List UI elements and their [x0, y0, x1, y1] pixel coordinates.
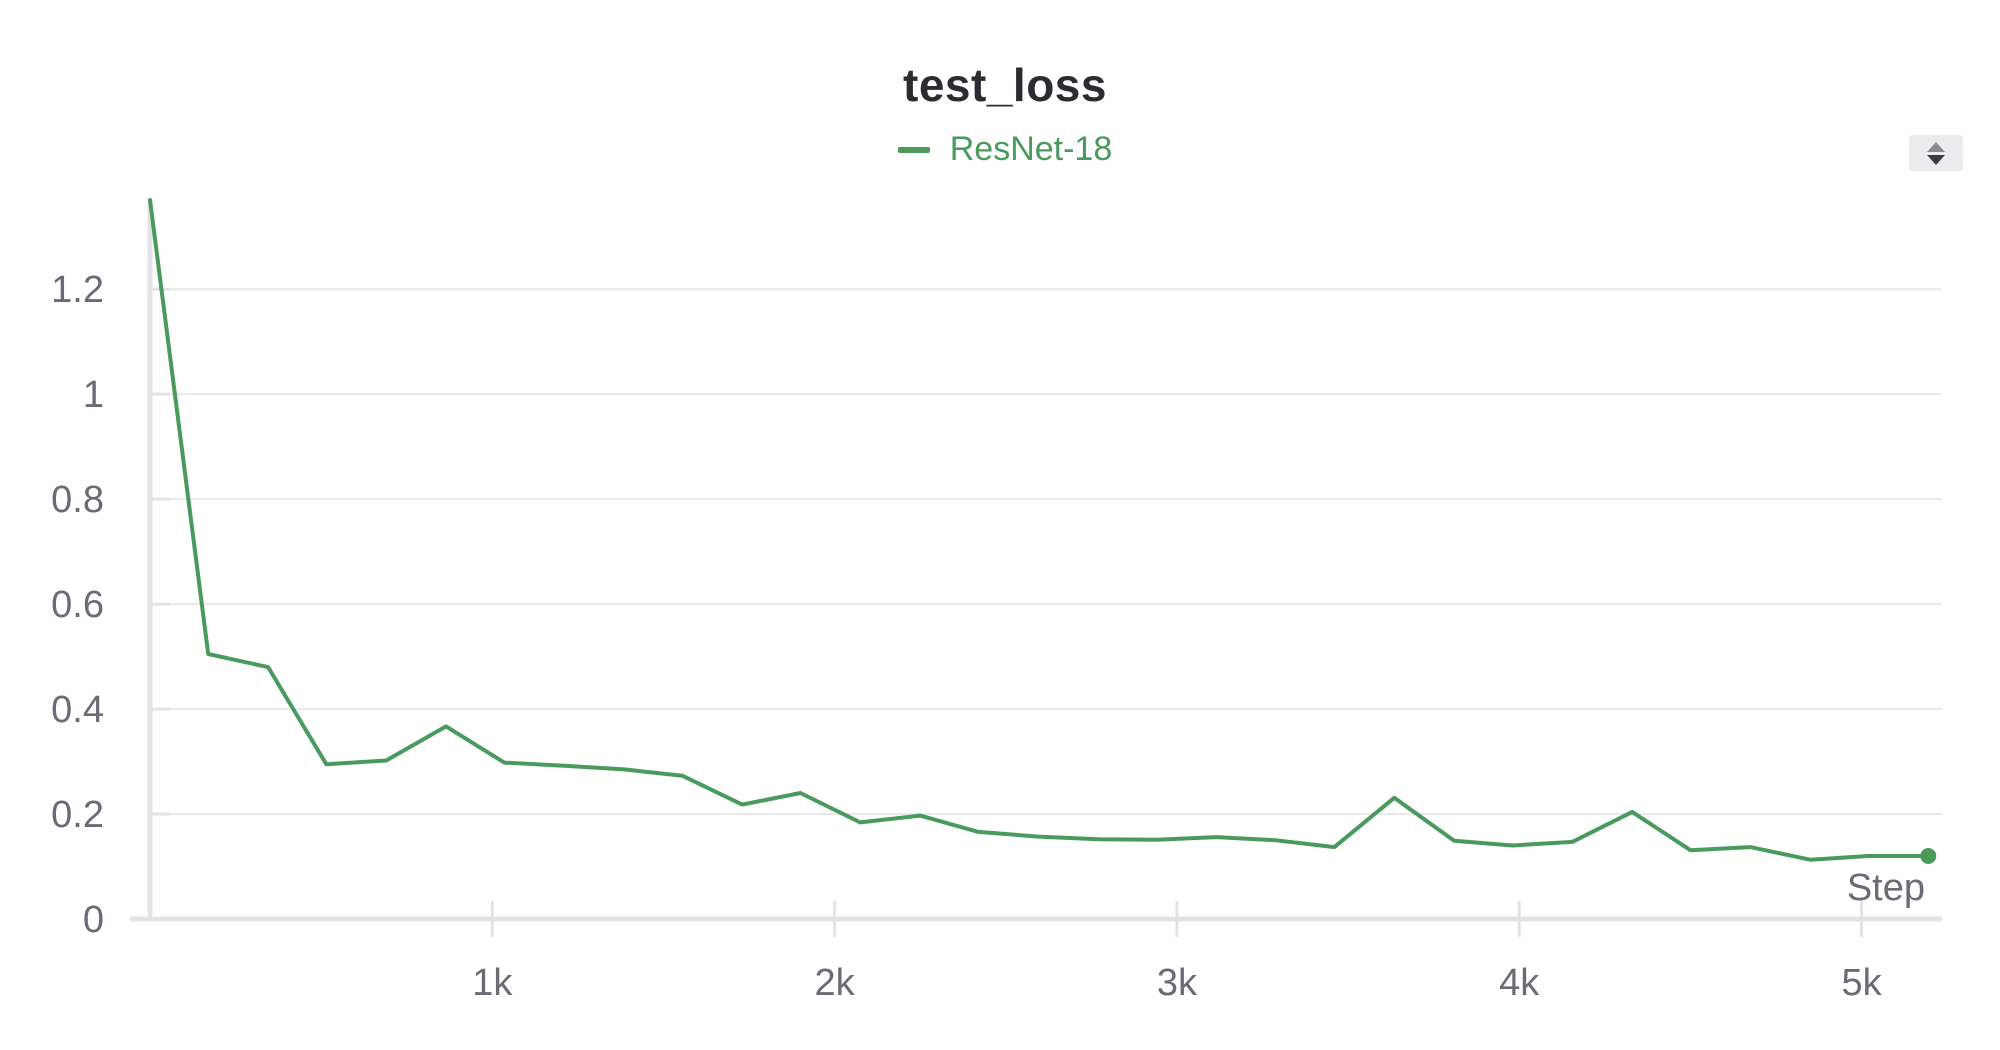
data-point[interactable]	[1680, 840, 1700, 860]
data-point[interactable]	[1206, 827, 1226, 847]
data-point[interactable]	[1502, 836, 1522, 856]
data-point[interactable]	[316, 754, 336, 774]
data-point[interactable]	[198, 644, 218, 664]
data-point[interactable]	[1444, 831, 1464, 851]
data-point[interactable]	[1088, 829, 1108, 849]
y-tick-label: 0.4	[51, 689, 104, 731]
data-point[interactable]	[554, 756, 574, 776]
data-point[interactable]	[258, 657, 278, 677]
data-point[interactable]	[1858, 846, 1878, 866]
y-tick-label: 1	[83, 374, 104, 416]
data-point[interactable]	[1324, 837, 1344, 857]
data-point[interactable]	[672, 766, 692, 786]
y-tick-label: 0.2	[51, 794, 104, 836]
sort-up-arrow-icon	[1927, 141, 1945, 152]
y-tick-label: 0.8	[51, 479, 104, 521]
data-point[interactable]	[494, 753, 514, 773]
grid-lines	[150, 288, 1942, 816]
data-point[interactable]	[436, 716, 456, 736]
data-point[interactable]	[1266, 830, 1286, 850]
series-layer[interactable]	[140, 190, 1938, 870]
legend-swatch	[897, 146, 930, 153]
series-line-resnet-18[interactable]	[148, 198, 1931, 862]
legend-label-resnet-18[interactable]: ResNet-18	[949, 130, 1113, 168]
data-point[interactable]	[1562, 832, 1582, 852]
data-point[interactable]	[1028, 827, 1048, 847]
data-point[interactable]	[1146, 830, 1166, 850]
data-point[interactable]	[968, 822, 988, 842]
data-point[interactable]	[376, 751, 396, 771]
data-point[interactable]	[732, 795, 752, 815]
x-tick-label: 1k	[472, 962, 513, 1004]
data-point[interactable]	[910, 806, 930, 826]
data-point[interactable]	[1622, 802, 1642, 822]
data-point[interactable]	[790, 783, 810, 803]
sort-down-arrow-icon	[1927, 154, 1945, 165]
axis-labels: Step	[1847, 867, 1925, 909]
x-axis-label: Step	[1847, 867, 1925, 909]
x-tick-label: 2k	[815, 962, 856, 1004]
tick-labels: 0 0.2 0.4 0.6 0.8 1 1.2 1k 2k 3k 4k 5k	[51, 269, 1882, 1004]
last-point-marker[interactable]	[1920, 848, 1937, 865]
y-tick-label: 0	[83, 899, 104, 941]
data-point[interactable]	[614, 759, 634, 779]
x-tick-label: 4k	[1499, 962, 1540, 1004]
data-point[interactable]	[140, 190, 160, 210]
data-point[interactable]	[1384, 788, 1404, 808]
chart-title: test_loss	[903, 59, 1107, 111]
x-tick-label: 3k	[1157, 962, 1198, 1004]
y-tick-label: 0.6	[51, 584, 104, 626]
data-point[interactable]	[850, 812, 870, 832]
y-tick-label: 1.2	[51, 269, 104, 311]
axes	[130, 200, 1942, 937]
legend[interactable]: ResNet-18	[0, 130, 2000, 169]
data-point[interactable]	[1800, 850, 1820, 870]
data-point[interactable]	[1740, 837, 1760, 857]
x-tick-label: 5k	[1841, 962, 1882, 1004]
sort-up-down-icon[interactable]	[1909, 135, 1963, 171]
